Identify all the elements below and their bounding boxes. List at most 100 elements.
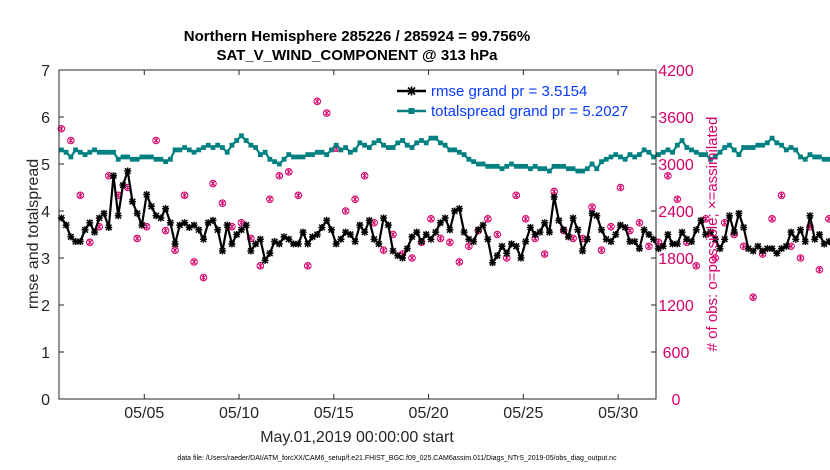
rmse-marker (95, 214, 103, 222)
obs-count-point (493, 230, 502, 239)
obs-count-point (152, 136, 160, 145)
rmse-marker (209, 216, 217, 224)
obs-count-point (57, 124, 66, 133)
rmse-marker (730, 228, 738, 236)
rmse-point (361, 228, 369, 236)
totalspread-point (622, 156, 628, 162)
obs-count-point (540, 250, 549, 258)
totalspread-point (755, 142, 761, 148)
obs-possible-marker (322, 109, 331, 117)
totalspread-point (82, 152, 88, 157)
totalspread-point (670, 149, 675, 155)
totalspread-point (513, 163, 519, 169)
totalspread-point (774, 140, 780, 146)
rmse-marker (417, 238, 425, 246)
obs-count-point (190, 258, 198, 266)
rmse-marker (223, 221, 231, 229)
totalspread-point (125, 154, 131, 160)
rmse-marker (57, 214, 65, 222)
obs-assimilated-marker (371, 219, 377, 226)
totalspread-point (750, 145, 756, 150)
rmse-marker (797, 226, 805, 234)
obs-possible-marker (266, 195, 274, 204)
rmse-point (489, 259, 497, 267)
rmse-marker (166, 219, 174, 227)
obs-possible-marker (57, 124, 66, 133)
rmse-point (797, 226, 805, 234)
rmse-point (820, 240, 828, 248)
rmse-point (275, 240, 283, 248)
legend-spread-marker (408, 108, 415, 114)
obs-count-point (351, 195, 359, 204)
rmse-marker (792, 235, 800, 243)
rmse-marker (327, 226, 335, 234)
obs-assimilated-marker (134, 235, 140, 242)
rmse-point (166, 219, 174, 227)
y-right-tick-label: 3600 (658, 110, 694, 127)
rmse-point (114, 212, 122, 220)
obs-count-point (284, 168, 293, 176)
totalspread-point (575, 168, 581, 174)
totalspread-point (565, 166, 571, 172)
obs-assimilated-marker (267, 196, 273, 203)
rmse-marker (233, 231, 241, 238)
rmse-point (782, 242, 790, 250)
rmse-marker (323, 216, 331, 224)
rmse-point (176, 221, 184, 229)
rmse-point (394, 252, 402, 260)
obs-possible-marker (521, 215, 530, 223)
rmse-point (517, 254, 525, 262)
rmse-point (252, 240, 260, 248)
totalspread-point (182, 145, 187, 150)
rmse-marker (749, 247, 757, 255)
totalspread-point (580, 168, 585, 174)
totalspread-point (329, 147, 334, 153)
rmse-point (436, 219, 444, 227)
totalspread-point (475, 161, 481, 167)
rmse-point (474, 226, 482, 234)
rmse-marker (550, 193, 558, 201)
rmse-marker (768, 245, 776, 253)
totalspread-point (267, 156, 273, 162)
totalspread-point (561, 163, 567, 169)
rmse-marker (351, 238, 359, 246)
totalspread-point (783, 147, 789, 153)
obs-assimilated-marker (769, 216, 775, 222)
rmse-point (441, 214, 449, 222)
obs-count-point (796, 254, 805, 262)
rmse-marker (318, 223, 326, 231)
rmse-point (455, 205, 463, 213)
obs-assimilated-marker (343, 208, 349, 214)
totalspread-point (158, 156, 164, 162)
rmse-marker (716, 245, 724, 253)
y-right-axis-label: # of obs: o=possible; ×=assimilated (704, 117, 721, 352)
rmse-point (72, 238, 80, 246)
obs-possible-marker (218, 199, 227, 207)
rmse-point (749, 247, 757, 255)
totalspread-point (584, 166, 590, 172)
obs-count-point (341, 207, 350, 215)
rmse-marker (356, 221, 364, 229)
rmse-marker (171, 240, 179, 248)
rmse-marker (408, 233, 416, 241)
rmse-marker (522, 238, 530, 246)
rmse-marker (218, 247, 226, 255)
rmse-marker (654, 245, 662, 253)
chart-subtitle: SAT_V_WIND_COMPONENT @ 313 hPa (216, 47, 498, 64)
rmse-marker (271, 238, 279, 246)
totalspread-point (381, 142, 386, 148)
rmse-point (640, 226, 648, 234)
totalspread-point (461, 152, 467, 157)
rmse-point (569, 214, 577, 222)
rmse-marker (86, 219, 94, 227)
obs-possible-marker (67, 136, 75, 145)
rmse-point (692, 226, 700, 234)
rmse-marker (583, 235, 591, 243)
x-axis-label: May.01,2019 00:00:00 start (260, 429, 454, 446)
totalspread-point (485, 163, 491, 169)
totalspread-point (528, 166, 533, 172)
totalspread-point (599, 159, 604, 165)
rmse-point (399, 254, 407, 262)
obs-assimilated-marker (551, 188, 557, 195)
rmse-marker (176, 221, 184, 229)
